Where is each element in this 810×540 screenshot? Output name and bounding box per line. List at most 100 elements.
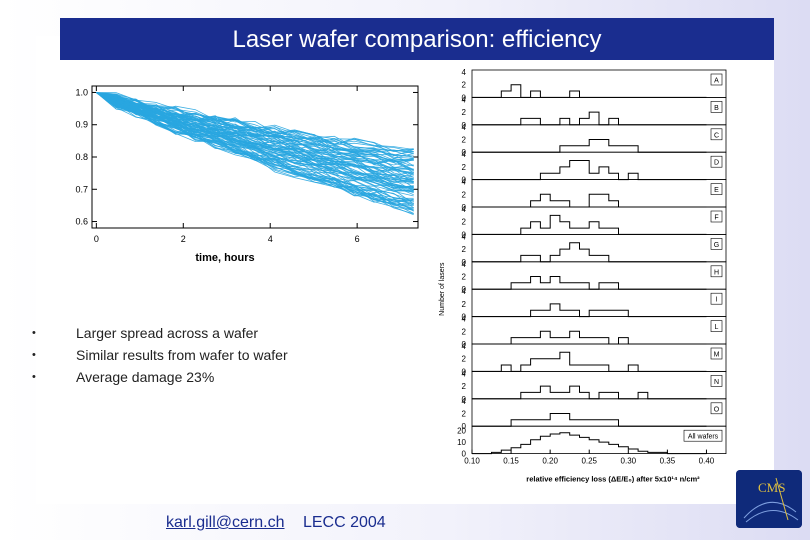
- x-tick-label: 6: [355, 234, 360, 244]
- histogram-bars: [472, 330, 707, 345]
- histogram-panel-label: M: [714, 352, 720, 359]
- histogram-bars: [472, 84, 707, 98]
- histogram-panel-label-box: [683, 429, 723, 442]
- bullet-item: Average damage 23%: [28, 366, 288, 388]
- histogram-panel-label-box: [710, 101, 723, 113]
- histogram-panel-label: E: [714, 187, 719, 194]
- author-email-link[interactable]: karl.gill@cern.ch: [166, 514, 285, 531]
- histogram-y-tick-label: 0: [462, 313, 467, 322]
- x-tick-label: 2: [181, 234, 186, 244]
- histogram-y-tick-label: 0: [462, 258, 467, 267]
- histogram-panel-label-box: [710, 183, 723, 195]
- histogram-y-tick-label: 2: [462, 81, 467, 90]
- bullet-item: Similar results from wafer to wafer: [28, 344, 288, 366]
- histogram-y-tick-label: 0: [462, 367, 467, 376]
- histogram-y-tick-label: 0: [462, 422, 467, 431]
- y-tick-label: 0.6: [75, 217, 88, 227]
- histogram-y-tick-label: 0: [462, 395, 467, 404]
- histogram-y-tick-label: 2: [462, 163, 467, 172]
- histogram-panel-label: F: [714, 215, 718, 222]
- histogram-panel-label: O: [714, 406, 720, 413]
- histogram-panel-frame: [471, 316, 727, 345]
- x-tick-label: 0: [94, 234, 99, 244]
- histogram-panel-frame: [471, 151, 727, 180]
- y-tick-label: 0.9: [75, 120, 88, 130]
- histogram-panel-label: L: [715, 324, 719, 331]
- histogram-y-tick-label: 0: [462, 450, 467, 459]
- histogram-panel-label: N: [714, 379, 719, 386]
- histogram-panel-label-box: [710, 265, 723, 278]
- bullet-list: Larger spread across a wafer Similar res…: [28, 322, 288, 388]
- histogram-panel-frame: [471, 124, 727, 153]
- efficiency-curve: [96, 92, 414, 202]
- efficiency-curve: [96, 92, 414, 170]
- histogram-panel-label: G: [714, 242, 719, 249]
- histogram-bars: [472, 160, 707, 181]
- histogram-y-tick-label: 0: [462, 230, 467, 239]
- histogram-panel-label-box: [710, 347, 723, 360]
- histogram-y-tick-label: 2: [462, 300, 467, 309]
- histogram-y-tick-label: 0: [462, 148, 467, 157]
- histogram-y-tick-label: 0: [462, 121, 467, 130]
- efficiency-curve: [96, 92, 414, 159]
- histogram-bars: [472, 351, 707, 372]
- histogram-panel-label-box: [710, 128, 723, 141]
- histogram-y-tick-label: 4: [462, 232, 467, 241]
- histogram-panel-label-box: [710, 73, 723, 86]
- histogram-y-tick-label: 2: [462, 245, 467, 254]
- histogram-panel-frame: [471, 179, 727, 208]
- histogram-x-tick-label: 0.40: [699, 457, 715, 466]
- histogram-panel-frame: [471, 343, 727, 372]
- histogram-y-tick-label: 2: [462, 327, 467, 336]
- histogram-y-tick-label: 0: [462, 285, 467, 294]
- histogram-y-tick-label: 0: [462, 176, 467, 185]
- histogram-bars: [472, 111, 707, 126]
- histogram-y-tick-label: 4: [462, 205, 467, 214]
- histogram-x-tick-label: 0.20: [542, 457, 558, 466]
- histogram-y-tick-label: 4: [462, 68, 467, 77]
- histogram-y-tick-label: 0: [462, 203, 467, 212]
- histogram-x-tick-label: 0.25: [581, 457, 597, 466]
- histogram-bars: [472, 385, 707, 400]
- efficiency-curve: [96, 92, 414, 180]
- histogram-y-tick-label: 2: [462, 273, 467, 282]
- x-tick-label: 4: [268, 234, 273, 244]
- histogram-panel-frame: [471, 69, 727, 98]
- efficiency-curve: [96, 92, 414, 170]
- histogram-y-tick-label: 2: [462, 382, 467, 391]
- efficiency-curve: [96, 92, 414, 175]
- histogram-bars: [472, 193, 707, 208]
- histogram-bars: [472, 242, 707, 263]
- slide-title: Laser wafer comparison: efficiency: [60, 18, 774, 60]
- histogram-y-tick-label: 2: [462, 410, 467, 419]
- histogram-bars: [472, 432, 707, 455]
- histogram-y-tick-label: 2: [462, 218, 467, 227]
- footer: karl.gill@cern.ch LECC 2004: [166, 514, 386, 532]
- histogram-y-tick-label: 2: [462, 355, 467, 364]
- histogram-panel-frame: [471, 206, 727, 235]
- x-axis-label: time, hours: [195, 252, 254, 264]
- y-tick-label: 0.8: [75, 152, 88, 162]
- y-tick-label: 0.7: [75, 184, 88, 194]
- histogram-bars: [472, 214, 707, 235]
- histogram-panel-label: D: [714, 160, 719, 167]
- histogram-panel-label: C: [714, 132, 719, 139]
- histogram-panel-label-box: [710, 210, 723, 223]
- histogram-panel-label-box: [710, 320, 723, 332]
- efficiency-curve: [96, 92, 414, 211]
- histogram-panel-label-box: [710, 238, 723, 250]
- histogram-bars: [472, 139, 707, 153]
- bullet-item: Larger spread across a wafer: [28, 322, 288, 344]
- histogram-x-tick-label: 0.15: [503, 457, 519, 466]
- cms-logo: CMS: [736, 470, 802, 528]
- histogram-x-axis-label: relative efficiency loss (ΔE/E₀) after 5…: [526, 475, 700, 484]
- efficiency-curve: [96, 92, 414, 189]
- histogram-panel-frame: [471, 233, 727, 263]
- efficiency-curve: [96, 92, 414, 157]
- y-tick-label: 1.0: [75, 87, 88, 97]
- curves-group: [96, 92, 414, 216]
- histogram-y-tick-label: 4: [462, 150, 467, 159]
- histogram-panel-label: B: [714, 105, 719, 112]
- histogram-panel-label-box: [710, 375, 723, 387]
- histogram-y-tick-label: 2: [462, 136, 467, 145]
